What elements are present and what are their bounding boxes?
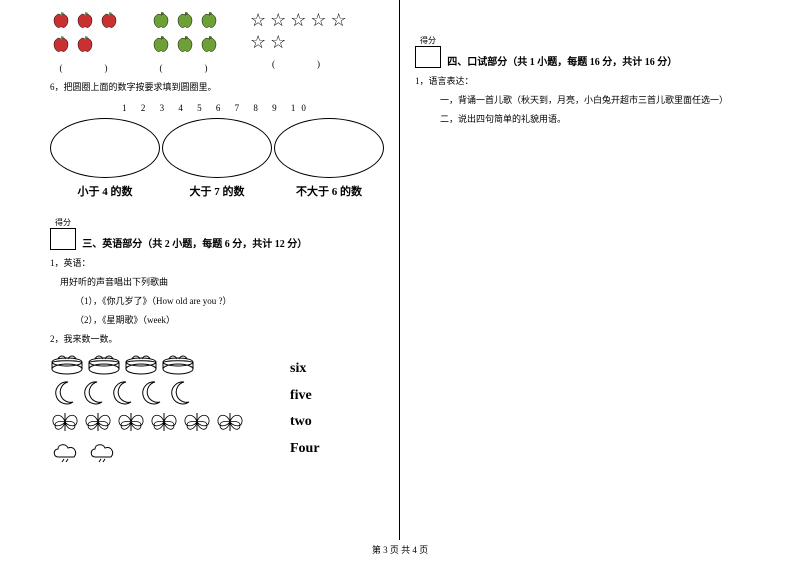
butterfly-icon: [215, 409, 245, 435]
green-apple-icon: [174, 34, 196, 56]
moon-icon: [50, 379, 76, 405]
q1-item1: 一，背诵一首儿歌（秋天到，月亮，小白兔开超市三首儿歌里面任选一）: [440, 93, 760, 106]
butterfly-icon: [116, 409, 146, 435]
star-icon: ☆: [331, 10, 347, 30]
star-icon: ☆: [290, 10, 306, 30]
q1-sub: 用好听的声音唱出下列歌曲: [60, 275, 384, 288]
green-apple-icon: [198, 34, 220, 56]
moon-row: [50, 379, 250, 405]
cloud-icon: [87, 439, 121, 463]
butterfly-icon: [182, 409, 212, 435]
score-label: 得分: [50, 217, 76, 228]
section-3-title: 三、英语部分（共 2 小题，每题 6 分，共计 12 分）: [82, 239, 307, 250]
paren-blank: ( ): [160, 61, 216, 74]
green-apple-group: ( ): [150, 10, 225, 74]
fruit-row: ( ) ( ) ☆ ☆ ☆ ☆ ☆: [50, 10, 384, 74]
star-icon: ☆: [270, 10, 286, 30]
q2-count: 2，我来数一数。: [50, 332, 384, 345]
q1-item1: （1），《你几岁了》（How old are you ?）: [75, 294, 384, 307]
count-section: six five two Four: [50, 351, 384, 467]
oval-label-2: 大于 7 的数: [162, 183, 272, 199]
butterfly-row: [50, 409, 250, 435]
green-apple-icon: [150, 34, 172, 56]
star-icon: ☆: [250, 10, 266, 30]
word-two: two: [290, 414, 320, 430]
cake-icon: [50, 351, 84, 375]
q1-speech: 1，语言表达：: [415, 74, 760, 87]
word-five: five: [290, 388, 320, 404]
butterfly-icon: [50, 409, 80, 435]
oval-label-1: 小于 4 的数: [50, 183, 160, 199]
oval-labels: 小于 4 的数 大于 7 的数 不大于 6 的数: [50, 183, 384, 199]
red-apple-group: ( ): [50, 10, 125, 74]
moon-icon: [79, 379, 105, 405]
ovals-row: [50, 118, 384, 178]
star-icon: ☆: [250, 32, 266, 52]
green-apple-icon: [198, 10, 220, 32]
red-apple-icon: [98, 10, 120, 32]
cloud-row: [50, 439, 250, 463]
red-apple-icon: [74, 10, 96, 32]
cake-icon: [87, 351, 121, 375]
moon-icon: [137, 379, 163, 405]
q1-item2: 二，说出四句简单的礼貌用语。: [440, 112, 760, 125]
star-icon: ☆: [270, 32, 286, 52]
q1-english: 1，英语：: [50, 256, 384, 269]
word-four: Four: [290, 441, 320, 457]
cloud-icon: [50, 439, 84, 463]
q1-item2: （2），《星期歌》（week）: [75, 313, 384, 326]
red-apple-icon: [74, 34, 96, 56]
green-apple-icon: [150, 10, 172, 32]
word-six: six: [290, 361, 320, 377]
oval-2: [162, 118, 272, 178]
paren-blank: ( ): [272, 57, 328, 70]
oval-1: [50, 118, 160, 178]
red-apple-icon: [50, 10, 72, 32]
paren-blank: ( ): [60, 61, 116, 74]
section-4-title: 四、口试部分（共 1 小题，每题 16 分，共计 16 分）: [447, 57, 677, 68]
butterfly-icon: [149, 409, 179, 435]
star-icon: ☆: [310, 10, 326, 30]
oval-3: [274, 118, 384, 178]
green-apple-icon: [174, 10, 196, 32]
cake-icon: [161, 351, 195, 375]
moon-icon: [108, 379, 134, 405]
number-line: 1 2 3 4 5 6 7 8 9 10: [50, 103, 384, 113]
oval-label-3: 不大于 6 的数: [274, 183, 384, 199]
score-label: 得分: [415, 35, 441, 46]
cake-row: [50, 351, 250, 375]
score-box: [50, 228, 76, 250]
red-apple-icon: [50, 34, 72, 56]
butterfly-icon: [83, 409, 113, 435]
moon-icon: [166, 379, 192, 405]
score-box: [415, 46, 441, 68]
question-6: 6，把圆圈上面的数字按要求填到圆圈里。: [50, 80, 384, 93]
cake-icon: [124, 351, 158, 375]
star-group: ☆ ☆ ☆ ☆ ☆ ☆ ☆ ( ): [250, 10, 350, 70]
page-footer: 第 3 页 共 4 页: [0, 540, 800, 556]
